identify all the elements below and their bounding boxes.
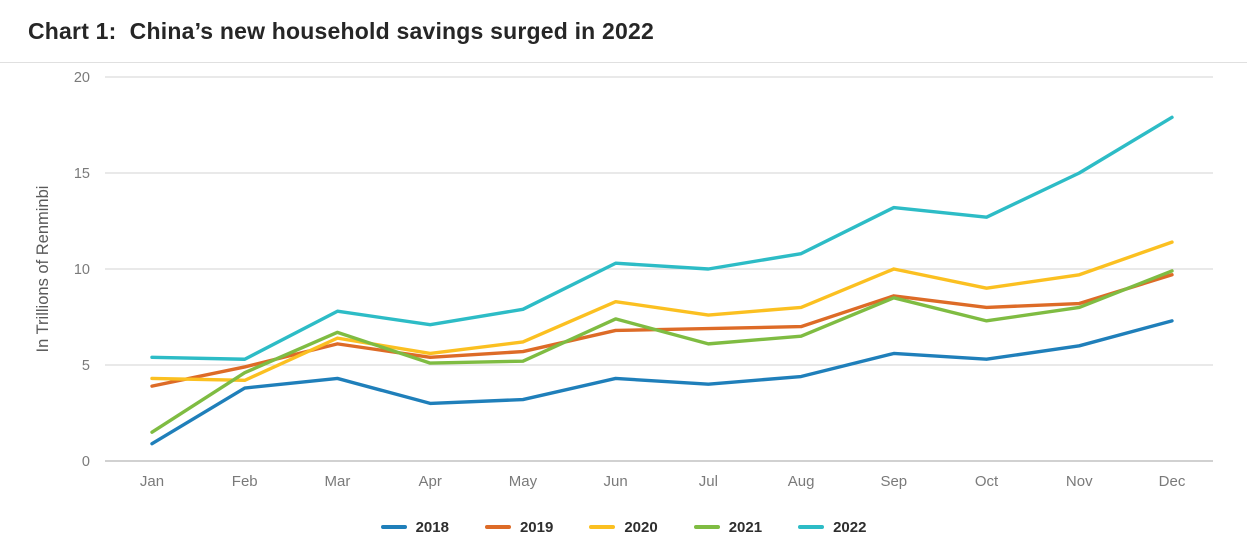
x-tick-label: Oct [975,473,999,490]
legend-swatch-2018 [380,525,407,529]
x-tick-label: Mar [325,473,351,490]
x-tick-label: Sep [880,473,907,490]
legend-swatch-2020 [589,525,616,529]
x-tick-label: Nov [1066,473,1093,490]
series-line-2022 [150,115,1174,361]
legend-swatch-2022 [798,525,825,529]
series-line-2020 [150,240,1174,383]
legend-label: 2020 [624,518,658,536]
x-tick-label: Feb [232,473,258,490]
legend-label: 2018 [415,518,449,536]
legend-item-2018: 2018 [380,518,449,536]
legend-item-2021: 2021 [693,518,763,536]
legend-swatch-2021 [693,525,720,529]
legend-item-2022: 2022 [798,519,866,536]
legend-swatch-2019 [484,525,511,529]
legend-item-2020: 2020 [589,518,658,536]
legend-label: 2019 [519,518,554,536]
series-line-2019 [150,273,1174,388]
series-line-2018 [150,319,1174,446]
y-tick-label: 15 [74,166,90,182]
x-tick-label: Aug [788,473,815,490]
title-divider [0,62,1247,63]
x-tick-label: May [509,473,538,490]
y-axis-title: In Trillions of Renminbi [34,186,52,353]
y-tick-label: 5 [82,358,90,374]
y-tick-label: 20 [74,70,90,86]
series-line-2021 [150,269,1174,434]
legend-item-2019: 2019 [484,518,554,536]
x-tick-label: Jul [699,473,718,490]
y-tick-label: 10 [74,262,90,278]
chart-legend: 2018 2019 2020 2021 2022 [0,511,1247,543]
y-tick-label: 0 [82,454,90,470]
x-tick-label: Jan [140,473,164,490]
legend-label: 2022 [833,518,867,536]
legend-label: 2021 [728,518,763,536]
x-tick-label: Jun [604,473,628,490]
x-tick-label: Dec [1159,473,1186,490]
chart-title: Chart 1: China’s new household savings s… [28,18,654,44]
x-tick-label: Apr [419,473,442,490]
